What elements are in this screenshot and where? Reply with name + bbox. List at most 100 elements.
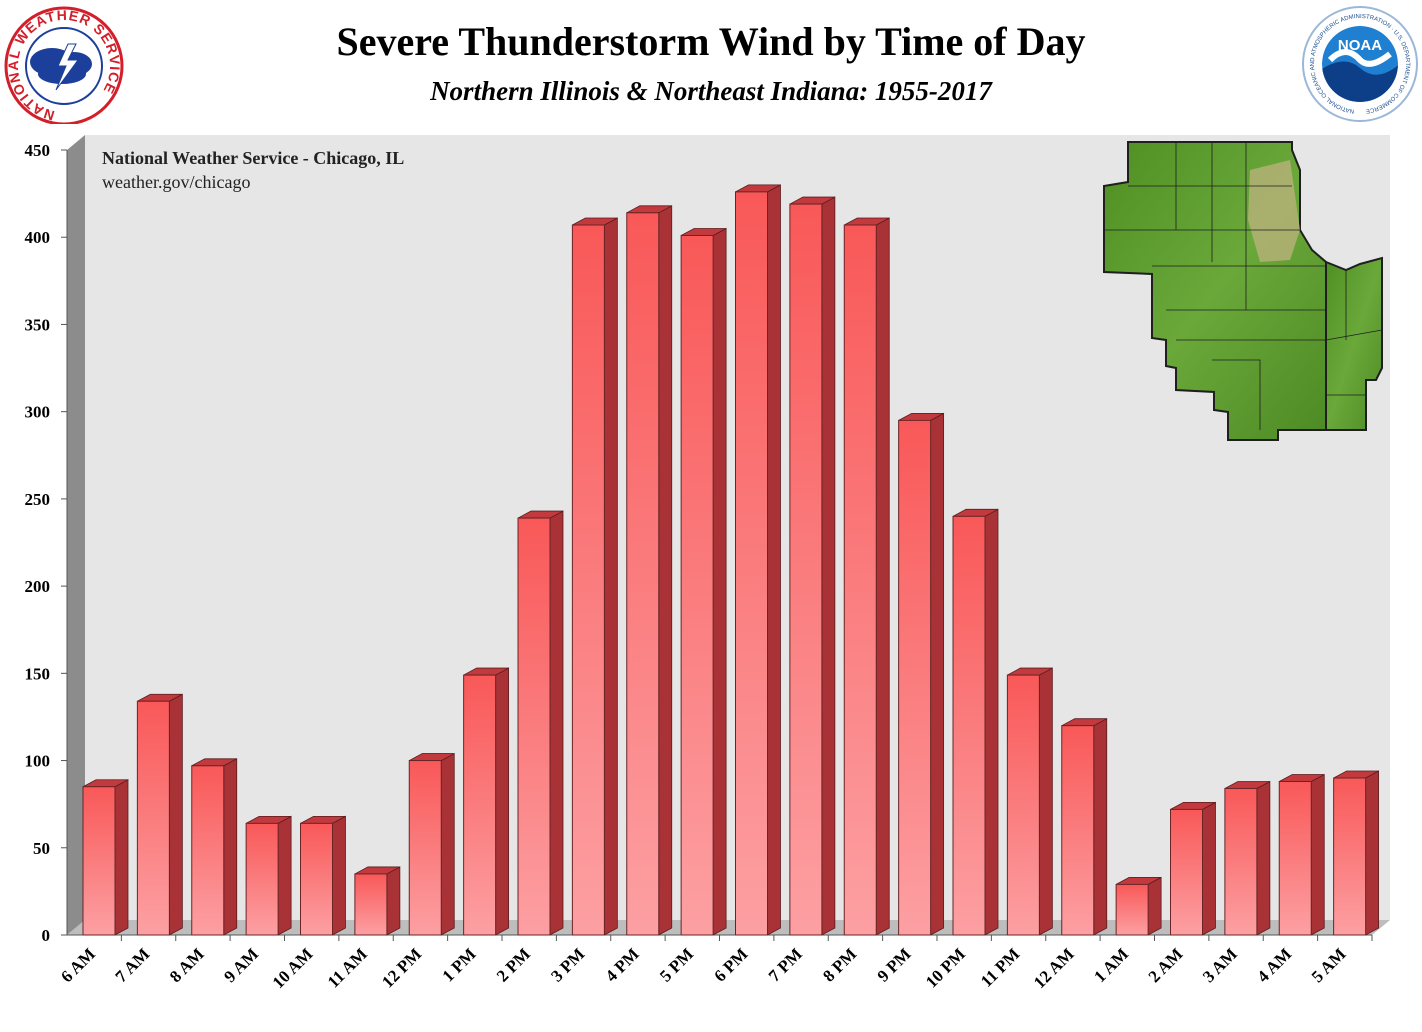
bar-side: [1365, 770, 1380, 936]
bar: [1115, 876, 1162, 936]
bar-side: [767, 184, 781, 936]
y-tick-label: 450: [25, 141, 51, 160]
bar-side: [332, 815, 346, 936]
x-tick-label: 11 AM: [324, 944, 371, 991]
bar: [354, 866, 401, 936]
x-tick-label: 1 AM: [1090, 944, 1132, 986]
bar: [898, 412, 945, 936]
bar-side: [440, 752, 455, 936]
bar: [1278, 773, 1325, 936]
bar: [191, 758, 238, 936]
bar-front: [354, 873, 388, 936]
bar-front: [1115, 883, 1149, 936]
bar-front: [463, 674, 497, 936]
bar-side: [875, 217, 890, 936]
indiana-counties: [1325, 256, 1383, 431]
bar-front: [136, 700, 170, 936]
x-tick-label: 2 AM: [1145, 944, 1187, 986]
y-tick-label: 300: [25, 403, 51, 422]
x-tick-label: 7 PM: [765, 944, 806, 985]
bar-front: [245, 822, 279, 936]
annotation-url: weather.gov/chicago: [102, 172, 250, 192]
y-tick-label: 250: [25, 490, 51, 509]
chart-title: Severe Thunderstorm Wind by Time of Day: [336, 19, 1086, 64]
bars: [82, 184, 1380, 936]
x-tick-label: 7 AM: [112, 944, 154, 986]
bar: [408, 752, 455, 936]
bar: [1333, 770, 1380, 936]
x-tick-label: 9 PM: [873, 944, 914, 985]
y-tick-label: 150: [25, 664, 51, 683]
bar-front: [1278, 780, 1312, 936]
bar: [626, 205, 673, 936]
x-tick-label: 6 PM: [710, 944, 751, 985]
bar-side: [930, 412, 945, 936]
bar-front: [735, 191, 768, 936]
x-tick-label: 10 AM: [269, 944, 317, 992]
bar-front: [517, 517, 551, 936]
bar-front: [571, 224, 605, 936]
x-tick-label: 11 PM: [977, 944, 1023, 990]
bar-front: [408, 760, 442, 936]
bar-side: [658, 205, 673, 936]
bar-front: [1006, 674, 1040, 936]
x-tick-label: 6 AM: [57, 944, 99, 986]
bar-front: [1061, 725, 1095, 936]
bar: [789, 196, 836, 936]
x-tick-label: 12 PM: [378, 944, 425, 991]
bar-front: [680, 234, 714, 936]
bar-side: [1256, 780, 1271, 936]
bar: [517, 510, 564, 936]
y-tick-label: 400: [25, 228, 51, 247]
y-axis: 0 50 100 150 200 250 300 350 400 450: [25, 141, 67, 945]
bar-front: [300, 822, 333, 936]
bar-side: [223, 758, 238, 936]
bar-side: [386, 866, 401, 936]
x-tick-label: 3 AM: [1199, 944, 1241, 986]
x-tick-label: 8 PM: [819, 944, 860, 985]
left-wall: [67, 135, 85, 935]
x-tick-label: 3 PM: [547, 944, 588, 985]
bar: [300, 815, 346, 936]
noaa-center-text: NOAA: [1338, 37, 1382, 54]
x-tick-label: 12 AM: [1030, 944, 1078, 992]
bar-side: [168, 693, 183, 936]
y-tick-label: 350: [25, 315, 51, 334]
bar: [952, 508, 999, 936]
x-axis: 6 AM 7 AM 8 AM 9 AM 10 AM 11 AM 12 PM 1 PM 2 PM 3…: [57, 935, 1373, 992]
bar-front: [1224, 787, 1258, 936]
bar-side: [712, 227, 727, 936]
chart-subtitle: Northern Illinois & Northeast Indiana: 1…: [430, 76, 992, 106]
bar-side: [1038, 667, 1053, 936]
bar: [1170, 801, 1216, 936]
x-tick-label: 5 AM: [1308, 944, 1350, 986]
x-tick-label: 4 AM: [1253, 944, 1295, 986]
bar: [1006, 667, 1053, 936]
bar: [463, 667, 510, 936]
bar: [735, 184, 781, 936]
x-tick-label: 8 AM: [166, 944, 208, 986]
bar-front: [626, 212, 660, 936]
bar: [245, 815, 292, 936]
bar-front: [1170, 808, 1203, 936]
x-tick-label: 4 PM: [602, 944, 643, 985]
y-tick-label: 100: [25, 752, 51, 771]
chicago-metro: [1248, 160, 1300, 262]
bar: [1224, 780, 1271, 936]
y-tick-label: 200: [25, 577, 51, 596]
y-tick-label: 0: [42, 926, 51, 945]
bar: [136, 693, 183, 936]
bar-side: [821, 196, 836, 936]
noaa-logo: NATIONAL OCEANIC AND ATMOSPHERIC ADMINIS…: [1302, 6, 1418, 122]
bar: [82, 779, 129, 936]
bar-side: [1147, 876, 1162, 936]
bar-front: [191, 765, 225, 936]
x-tick-label: 2 PM: [493, 944, 534, 985]
county-lines: [1104, 142, 1383, 430]
bar-side: [114, 779, 129, 936]
bar-side: [495, 667, 510, 936]
bar: [1061, 717, 1108, 936]
x-tick-label: 9 AM: [220, 944, 262, 986]
bar-side: [603, 217, 618, 936]
